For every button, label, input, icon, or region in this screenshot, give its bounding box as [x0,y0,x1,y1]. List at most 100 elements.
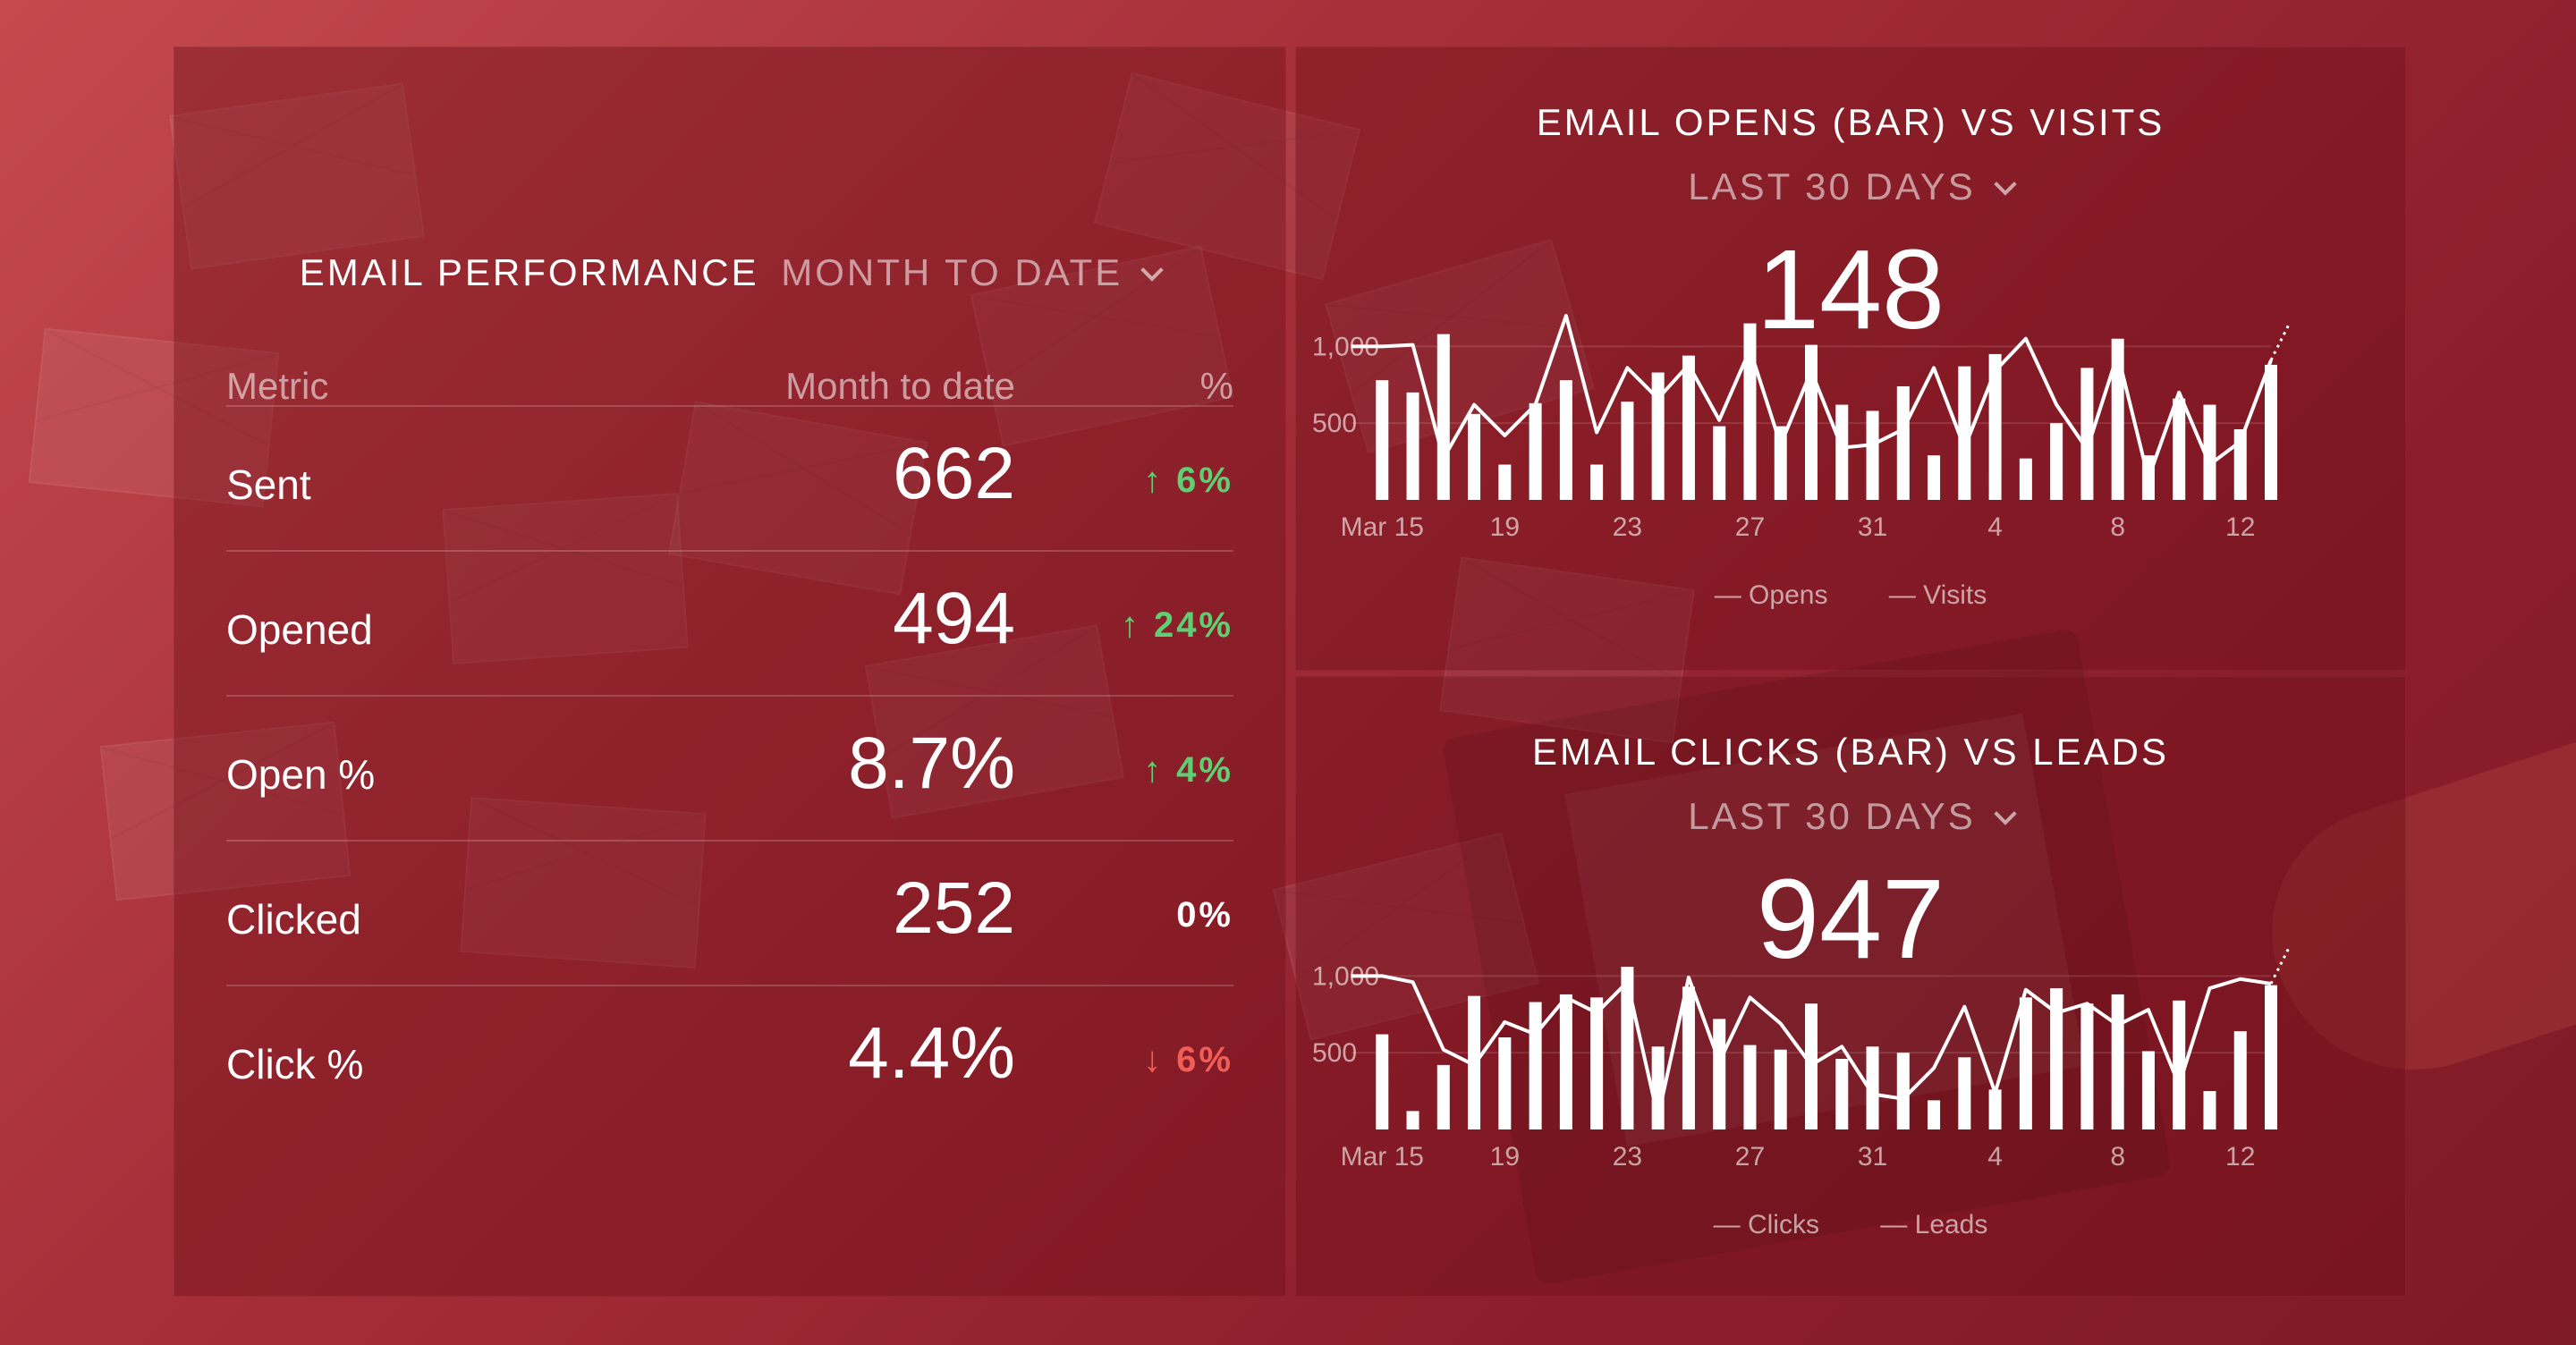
summary-value: 947 [1756,856,1945,982]
bar[interactable] [1774,426,1787,500]
bar[interactable] [1651,372,1665,500]
series-line [1352,974,2272,1120]
bar[interactable] [1590,464,1604,500]
bar[interactable] [1928,1100,1941,1129]
bar[interactable] [2050,988,2063,1129]
period-selector[interactable]: LAST 30 DAYS [1296,165,2405,208]
x-tick-label: 31 [1858,512,1887,542]
bar[interactable] [2173,1000,2186,1129]
bar[interactable] [1406,392,1419,500]
row-divider [226,695,1233,697]
bar[interactable] [1988,1089,2002,1129]
bar[interactable] [1896,385,1910,500]
widget-title: EMAIL CLICKS (BAR) VS LEADS [1532,731,2169,773]
bar[interactable] [1743,323,1757,500]
bar[interactable] [1376,1034,1389,1129]
bar[interactable] [1468,413,1481,500]
bar[interactable] [2111,994,2124,1129]
column-header-month-to-date: Month to date [785,365,1015,407]
bar[interactable] [1835,404,1849,500]
bar[interactable] [2019,997,2032,1129]
metric-change: 0% [1176,895,1233,935]
metric-change: ↑ 4% [1143,750,1233,790]
bar[interactable] [1436,334,1450,500]
summary-value: 148 [1756,226,1945,352]
bar[interactable] [1713,1019,1726,1129]
series-line [1352,314,2273,480]
bar[interactable] [1958,1057,1971,1129]
bar[interactable] [1559,994,1572,1129]
legend-item-opens[interactable]: — Opens [1714,580,1828,610]
metric-label: Sent [226,461,311,508]
bar[interactable] [1621,967,1634,1129]
metric-label: Clicked [226,896,361,943]
bar[interactable] [1866,1046,1879,1129]
bar[interactable] [1743,1045,1757,1129]
bar[interactable] [1590,997,1604,1129]
bar[interactable] [2203,1091,2216,1129]
bar[interactable] [2265,364,2277,500]
x-tick-label: 27 [1735,1142,1765,1172]
bar[interactable] [1713,426,1726,500]
bar[interactable] [1988,353,2002,500]
bar[interactable] [1682,986,1695,1129]
legend-item-clicks[interactable]: — Clicks [1713,1210,1819,1239]
metric-value: 252 [893,867,1015,949]
bar[interactable] [1436,1064,1450,1129]
bar[interactable] [2203,404,2216,500]
period-label: MONTH TO DATE [781,251,1123,293]
email-clicks-widget: EMAIL CLICKS (BAR) VS LEADS LAST 30 DAYS… [1295,676,2406,1297]
bar[interactable] [2050,423,2063,500]
column-header-metric: Metric [226,365,329,407]
chart-legend: — Clicks — Leads [1296,1210,2405,1240]
bar[interactable] [2233,429,2247,500]
x-tick-label: Mar 15 [1341,512,1424,542]
period-label: LAST 30 DAYS [1688,165,1976,207]
metric-value: 662 [893,433,1015,514]
bar[interactable] [1559,380,1572,500]
bar[interactable] [1896,1053,1910,1129]
bar[interactable] [2080,1003,2094,1129]
metric-change: ↑ 24% [1120,605,1233,645]
x-tick-label: 12 [2225,1142,2255,1172]
bar[interactable] [1406,1111,1419,1129]
bar[interactable] [1835,1059,1849,1129]
bar[interactable] [1958,366,1971,500]
bar[interactable] [2233,1031,2247,1129]
bar[interactable] [1682,355,1695,500]
x-tick-label: 12 [2225,512,2255,542]
x-tick-label: 19 [1490,1142,1520,1172]
period-selector[interactable]: MONTH TO DATE [781,251,1164,293]
row-divider [226,985,1233,986]
bar[interactable] [1866,410,1879,500]
bar[interactable] [1928,455,1941,500]
bar[interactable] [2173,398,2186,500]
bar[interactable] [2019,458,2032,500]
metric-change: ↓ 6% [1143,1040,1233,1079]
bar[interactable] [1621,402,1634,500]
bar[interactable] [2080,368,2094,500]
y-tick-label: 500 [1312,409,1357,438]
bar[interactable] [1498,464,1512,500]
bar[interactable] [1498,1037,1512,1129]
metric-value: 494 [893,578,1015,659]
bar[interactable] [2265,985,2277,1129]
metric-label: Click % [226,1041,364,1087]
bar[interactable] [1774,1049,1787,1129]
bar[interactable] [2141,1051,2155,1129]
bar[interactable] [2111,338,2124,500]
x-tick-label: 8 [2110,1142,2125,1172]
chart-legend: — Opens — Visits [1296,580,2405,611]
x-tick-label: 19 [1490,512,1520,542]
bar[interactable] [1376,380,1389,500]
column-header-percent: % [1199,365,1233,407]
legend-item-leads[interactable]: — Leads [1880,1210,1988,1239]
x-tick-label: Mar 15 [1341,1142,1424,1172]
legend-item-visits[interactable]: — Visits [1888,580,1987,610]
bar[interactable] [1529,402,1542,500]
period-selector[interactable]: LAST 30 DAYS [1296,795,2405,838]
bar[interactable] [1805,344,1818,500]
bar[interactable] [1529,1002,1542,1129]
